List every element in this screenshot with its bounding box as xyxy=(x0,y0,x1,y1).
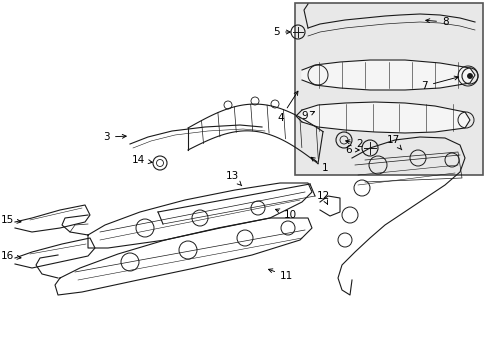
Polygon shape xyxy=(302,102,469,133)
Text: 2: 2 xyxy=(345,139,362,149)
Text: 3: 3 xyxy=(103,132,126,142)
Text: 12: 12 xyxy=(316,191,329,204)
Text: 1: 1 xyxy=(310,157,328,173)
Text: 4: 4 xyxy=(277,91,297,123)
Text: 13: 13 xyxy=(225,171,241,186)
Text: 7: 7 xyxy=(421,76,457,91)
Text: 15: 15 xyxy=(1,215,21,225)
Polygon shape xyxy=(302,60,474,90)
Bar xyxy=(294,3,482,175)
Text: 9: 9 xyxy=(301,111,314,121)
Text: 14: 14 xyxy=(131,155,152,165)
Text: 5: 5 xyxy=(273,27,289,37)
Text: 10: 10 xyxy=(275,209,297,220)
Text: 11: 11 xyxy=(268,269,293,281)
Text: 16: 16 xyxy=(1,251,21,261)
Text: 8: 8 xyxy=(425,17,447,27)
Text: 17: 17 xyxy=(386,135,401,150)
Text: 6: 6 xyxy=(345,145,359,155)
Circle shape xyxy=(467,74,471,78)
